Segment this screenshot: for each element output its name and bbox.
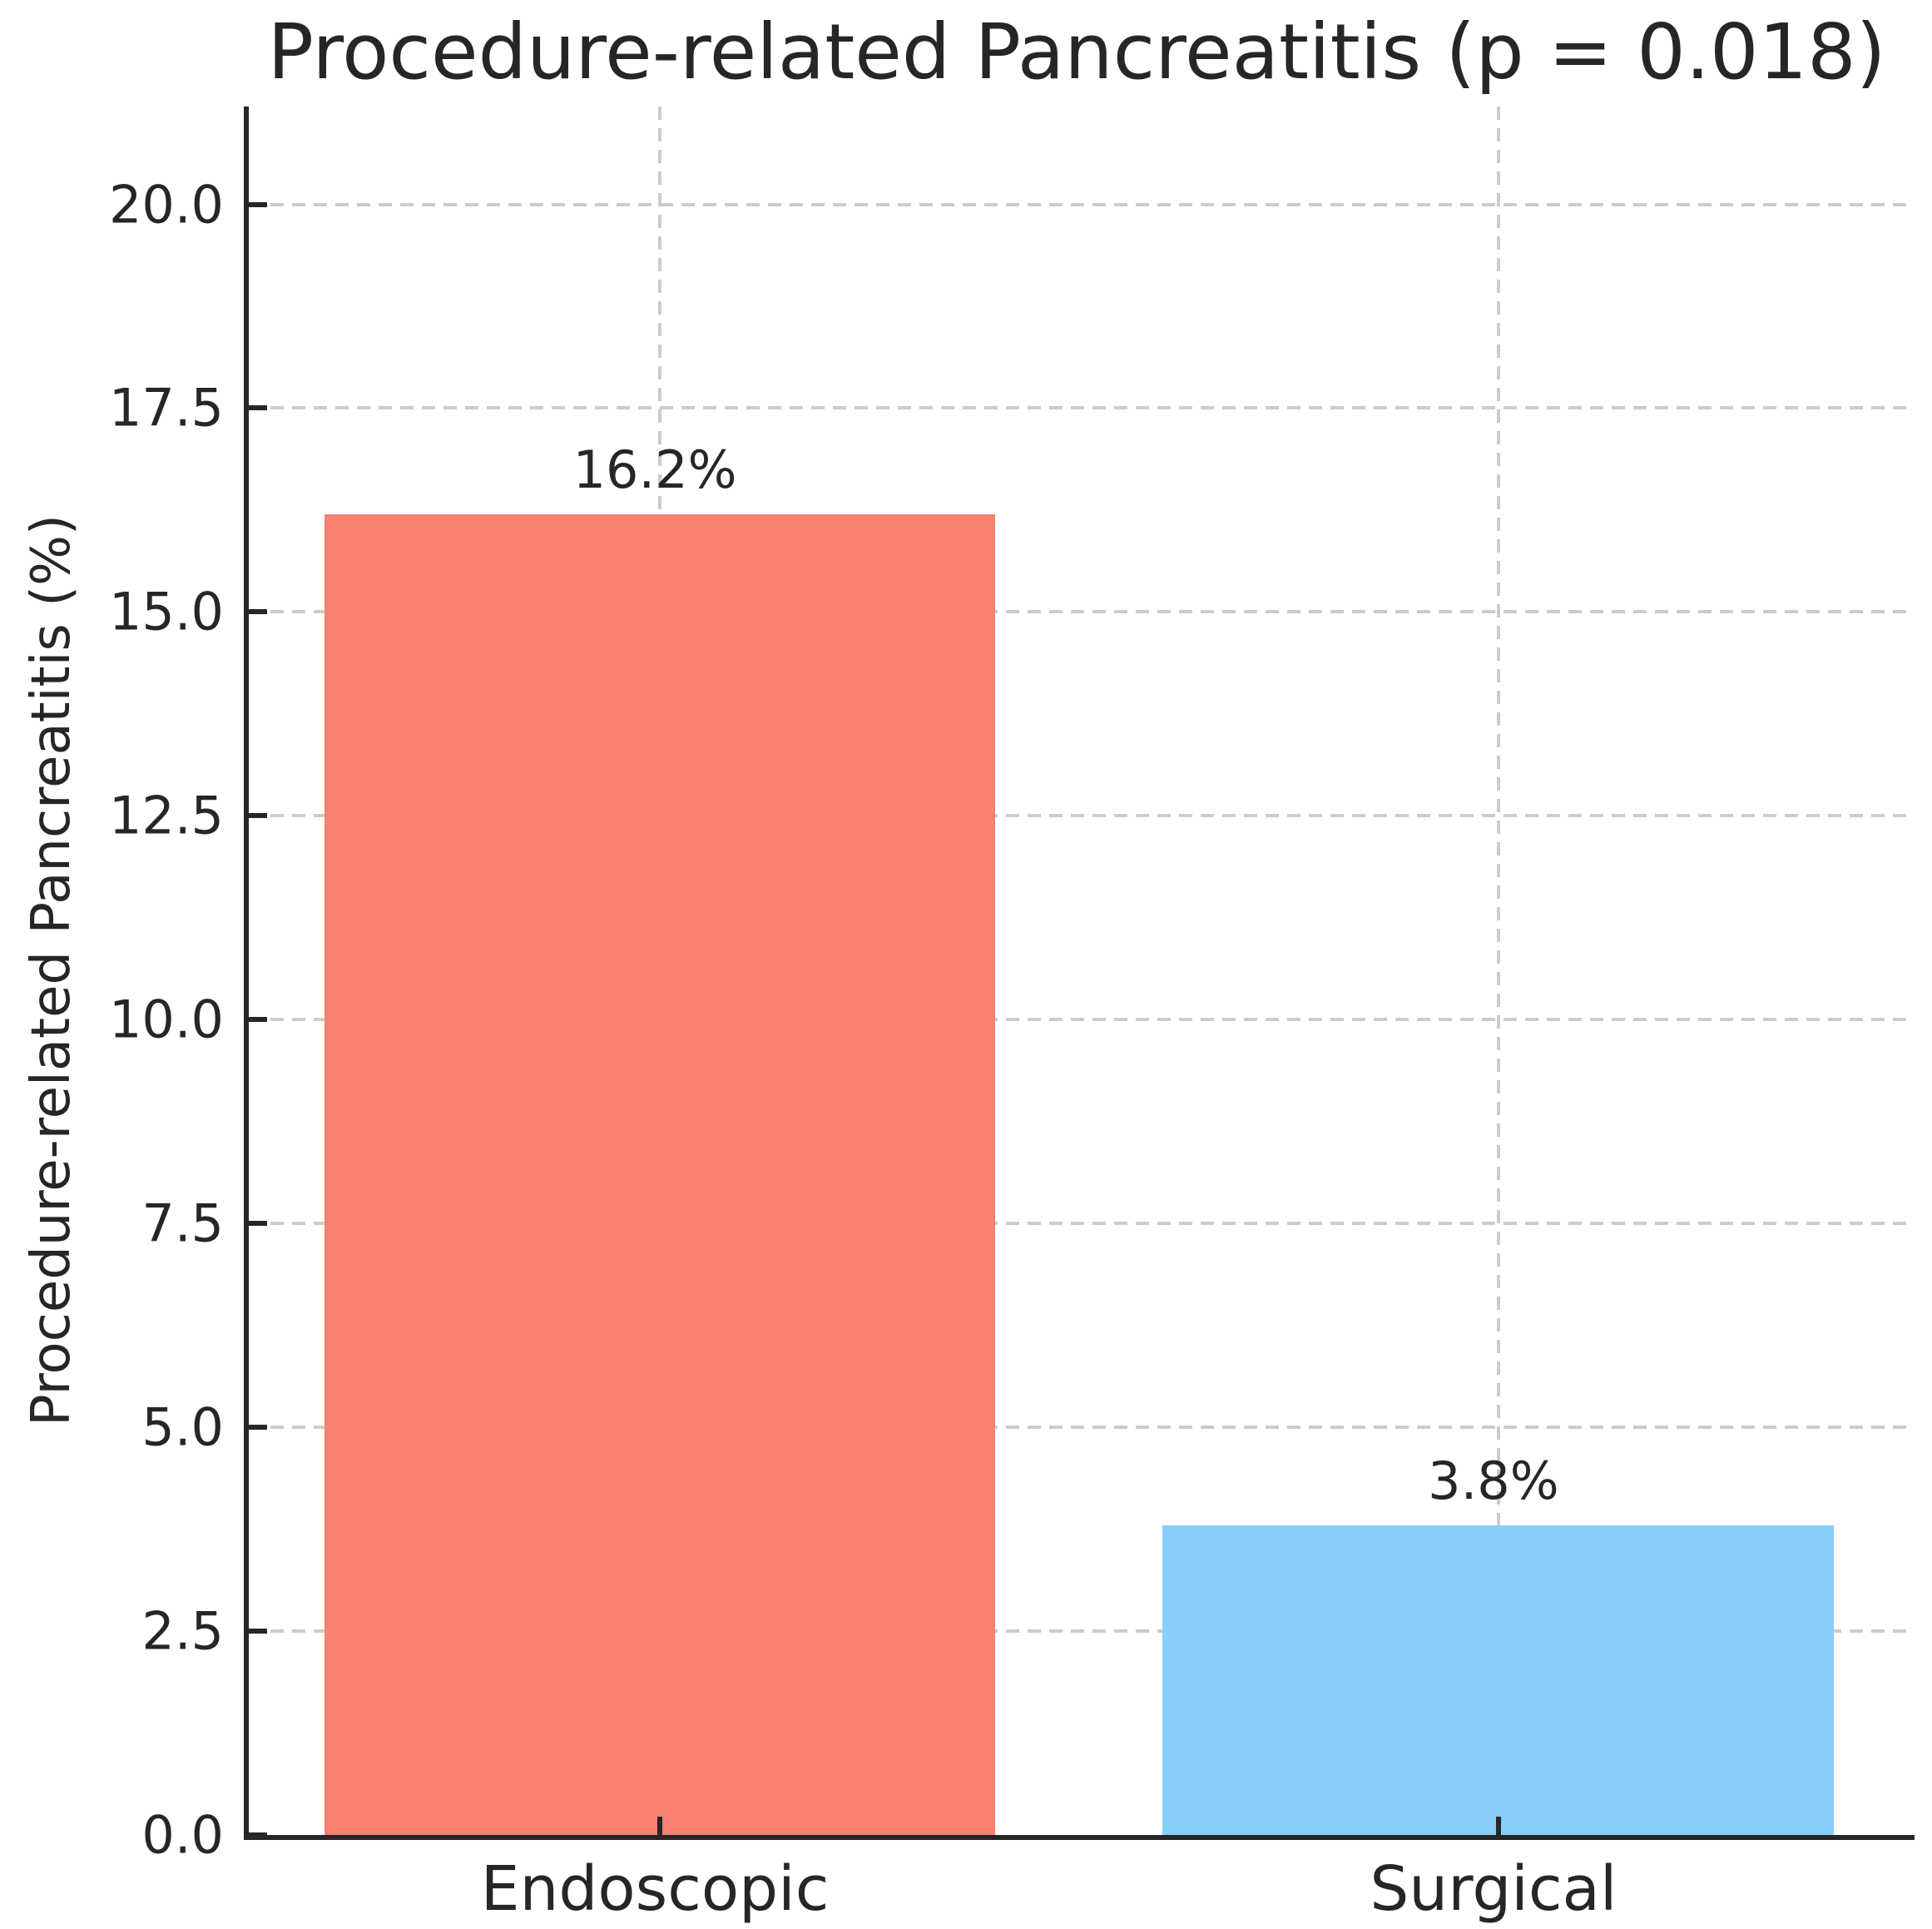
y-tick-label-2.5: 2.5: [141, 1600, 224, 1662]
y-tick-mark-20.0: [249, 201, 267, 207]
value-label-surgical: 3.8%: [1428, 1450, 1559, 1511]
h-gridline-2.5: [249, 1629, 1915, 1634]
h-gridline-17.5: [249, 406, 1915, 410]
y-tick-label-5.0: 5.0: [141, 1396, 224, 1458]
x-tick-label-endoscopic: Endoscopic: [480, 1853, 830, 1925]
y-tick-mark-17.5: [249, 405, 267, 411]
y-tick-label-7.5: 7.5: [141, 1193, 224, 1254]
y-tick-mark-12.5: [249, 813, 267, 819]
y-tick-mark-0.0: [249, 1832, 267, 1837]
chart-title: Procedure-related Pancreatitis (p = 0.01…: [267, 7, 1886, 97]
x-tick-mark-surgical: [1495, 1817, 1501, 1835]
y-tick-label-12.5: 12.5: [108, 785, 224, 846]
h-gridline-15.0: [249, 610, 1915, 614]
y-tick-mark-15.0: [249, 609, 267, 615]
y-tick-mark-10.0: [249, 1017, 267, 1023]
h-gridline-5.0: [249, 1426, 1915, 1430]
v-gridline-surgical: [1496, 107, 1500, 1835]
y-tick-mark-2.5: [249, 1629, 267, 1634]
bar-surgical: [1162, 1525, 1835, 1835]
h-gridline-20.0: [249, 202, 1915, 206]
y-tick-mark-7.5: [249, 1221, 267, 1227]
h-gridline-7.5: [249, 1222, 1915, 1226]
y-tick-label-10.0: 10.0: [108, 989, 224, 1050]
x-tick-label-surgical: Surgical: [1370, 1853, 1617, 1925]
h-gridline-12.5: [249, 814, 1915, 818]
y-axis-label: Procedure-related Pancreatitis (%): [21, 514, 82, 1426]
x-tick-mark-endoscopic: [657, 1817, 663, 1835]
value-label-endoscopic: 16.2%: [572, 439, 737, 500]
y-tick-mark-5.0: [249, 1425, 267, 1431]
y-tick-label-17.5: 17.5: [108, 377, 224, 439]
plot-area: [244, 107, 1915, 1840]
y-tick-label-0.0: 0.0: [141, 1804, 224, 1866]
bar-endoscopic: [324, 513, 996, 1835]
y-tick-label-15.0: 15.0: [108, 581, 224, 642]
y-tick-label-20.0: 20.0: [108, 174, 224, 236]
h-gridline-10.0: [249, 1018, 1915, 1022]
